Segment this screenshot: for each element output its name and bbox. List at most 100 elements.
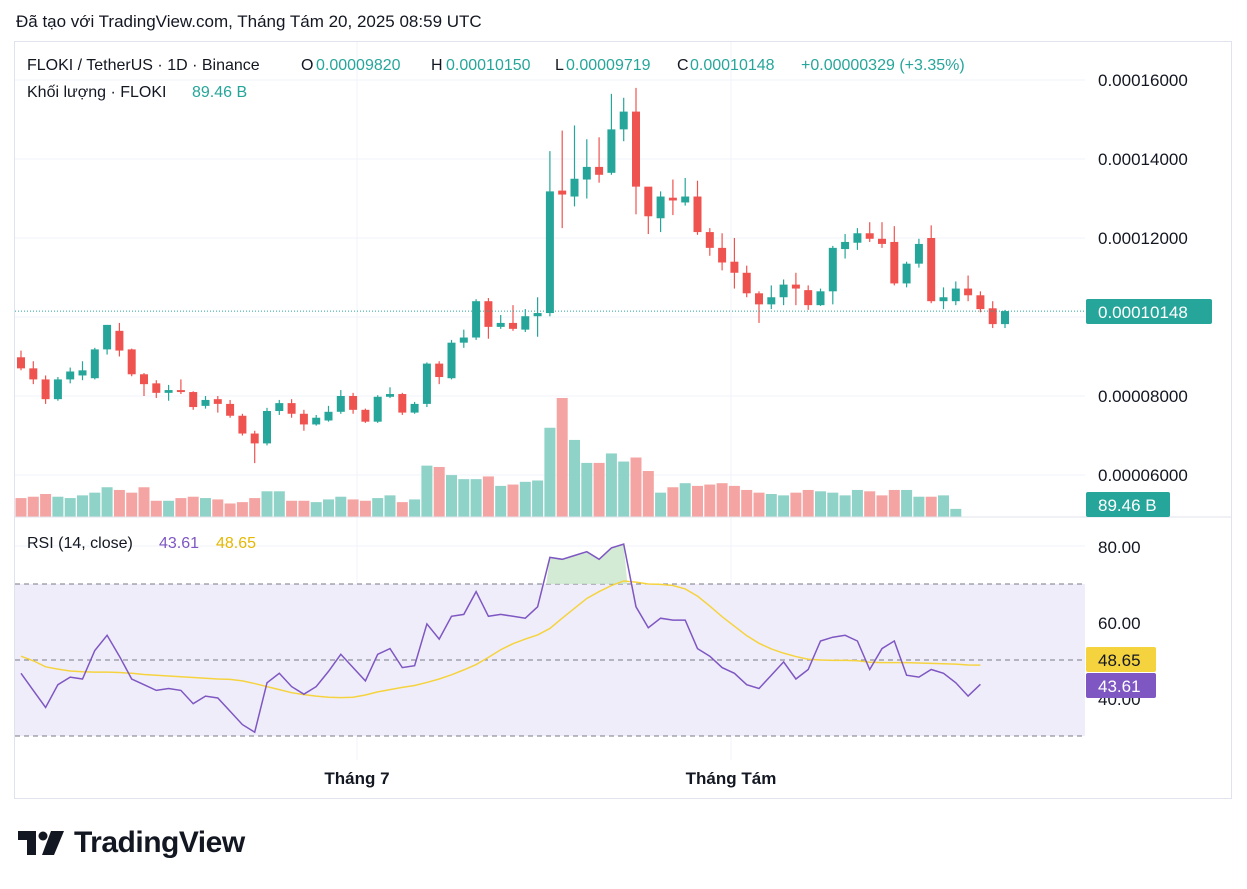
candle-body <box>140 374 148 385</box>
volume-bars <box>15 398 962 517</box>
chart-frame <box>14 41 1232 799</box>
candle-body <box>250 433 259 444</box>
candle-body <box>816 291 825 306</box>
candle-body <box>853 233 862 243</box>
volume-bar <box>778 495 790 517</box>
volume-bar <box>138 487 150 517</box>
last-price-badge <box>1086 299 1212 324</box>
volume-bar <box>200 498 211 517</box>
candle-body <box>668 197 677 201</box>
volume-bar <box>851 489 863 517</box>
rsi-line <box>20 543 981 734</box>
open-label: O <box>301 57 313 74</box>
candle-body <box>558 190 567 195</box>
volume-bar <box>593 462 605 517</box>
volume-bar <box>77 495 88 517</box>
close-value: 0.00010148 <box>690 57 775 74</box>
low-label: L <box>555 57 564 74</box>
candle-body <box>201 399 210 406</box>
candle-body <box>1001 311 1009 325</box>
price-tick: 0.00012000 <box>1098 229 1188 248</box>
volume-bar <box>52 496 64 517</box>
candle-body <box>545 191 554 314</box>
candle-body <box>730 261 739 273</box>
rsi-badge <box>1086 673 1156 698</box>
rsi-overbought-fill <box>546 544 628 584</box>
volume-bar <box>89 492 101 517</box>
candle-body <box>496 322 505 327</box>
price-tick: 0.00014000 <box>1098 150 1188 169</box>
volume-bar <box>888 489 900 517</box>
candle-body <box>459 337 468 343</box>
candle-body <box>755 293 763 305</box>
volume-bar <box>655 492 667 517</box>
symbol-label[interactable]: FLOKI / TetherUS · 1D · Binance <box>27 57 260 74</box>
candle-body <box>53 379 62 400</box>
rsi-tick: 80.00 <box>1098 538 1141 557</box>
volume-bar <box>101 487 113 517</box>
candle-body <box>964 288 973 296</box>
volume-bar <box>249 498 261 517</box>
candle-body <box>705 232 714 248</box>
candle-body <box>988 308 997 325</box>
volume-bar <box>482 476 494 517</box>
candle-body <box>361 409 370 422</box>
candle-body <box>103 324 112 350</box>
candle-body <box>607 129 616 173</box>
candle-body <box>644 186 653 217</box>
chart-caption: Đã tạo với TradingView.com, Tháng Tám 20… <box>16 12 482 31</box>
volume-bar <box>839 495 851 517</box>
tradingview-logo[interactable]: TradingView <box>18 826 245 860</box>
volume-bar <box>704 484 716 517</box>
volume-bar <box>396 502 408 517</box>
volume-label[interactable]: Khối lượng · FLOKI <box>27 84 166 101</box>
volume-bar <box>630 457 642 517</box>
candle-body <box>336 396 345 412</box>
volume-bar <box>938 495 949 517</box>
close-label: C <box>677 57 689 74</box>
rsi-label[interactable]: RSI (14, close) <box>27 535 133 552</box>
candle-body <box>189 392 198 408</box>
volume-bar <box>569 439 580 517</box>
volume-bar <box>950 508 962 517</box>
candle-body <box>287 403 296 414</box>
volume-bar <box>765 494 777 517</box>
candle-body <box>41 379 50 400</box>
volume-bar <box>286 500 298 517</box>
volume-bar <box>692 485 703 517</box>
candle-body <box>742 272 751 294</box>
candle-body <box>619 111 628 130</box>
candle-body <box>115 330 124 351</box>
time-axis[interactable]: Tháng 7 Tháng Tám <box>324 769 776 788</box>
volume-bar <box>605 453 617 517</box>
candle-body <box>951 288 960 302</box>
candle-body <box>632 111 640 187</box>
candle-body <box>718 247 727 263</box>
volume-bar <box>64 498 76 517</box>
volume-bar <box>409 499 421 517</box>
price-axis[interactable]: 0.00016000 0.00014000 0.00012000 0.00008… <box>1098 71 1188 485</box>
tradingview-logo-icon <box>18 831 64 855</box>
volume-bar <box>741 489 753 517</box>
candle-body <box>791 284 800 289</box>
candle-body <box>447 342 456 379</box>
candle-body <box>914 243 923 264</box>
open-value: 0.00009820 <box>316 57 401 74</box>
candle-body <box>472 301 481 338</box>
candle-body <box>90 349 99 379</box>
candle-body <box>435 363 444 378</box>
candle-body <box>681 196 690 203</box>
volume-bar <box>212 499 224 517</box>
candle-body <box>878 238 886 244</box>
candle-body <box>312 417 321 425</box>
rsi-tick: 60.00 <box>1098 614 1141 633</box>
candle-body <box>595 166 604 175</box>
rsi-ma-line <box>20 580 981 699</box>
candle-body <box>533 313 542 317</box>
candle-body <box>78 370 87 376</box>
volume-bar <box>224 503 236 517</box>
volume-bar <box>126 492 138 517</box>
volume-value: 89.46 B <box>192 84 247 101</box>
volume-bar <box>359 500 371 517</box>
